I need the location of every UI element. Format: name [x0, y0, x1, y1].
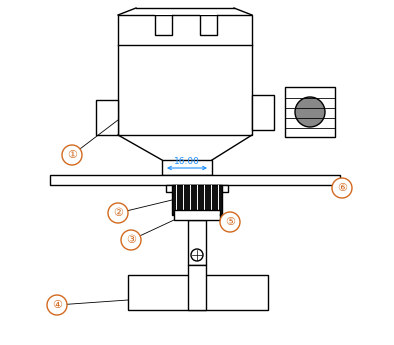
Text: ①: ① — [67, 150, 77, 160]
Text: ④: ④ — [52, 300, 62, 310]
Circle shape — [220, 212, 240, 232]
Bar — [162, 160, 212, 175]
Circle shape — [191, 249, 203, 261]
Bar — [285, 87, 335, 137]
Circle shape — [332, 178, 352, 198]
Bar — [166, 185, 228, 192]
Text: ⑤: ⑤ — [225, 217, 235, 227]
Circle shape — [295, 97, 325, 127]
Bar — [200, 13, 217, 15]
Bar — [50, 175, 340, 185]
Bar — [96, 100, 118, 135]
Bar — [252, 95, 274, 130]
Bar — [188, 265, 206, 310]
Circle shape — [62, 145, 82, 165]
Circle shape — [121, 230, 141, 250]
Text: ③: ③ — [126, 235, 136, 245]
Text: ②: ② — [113, 208, 123, 218]
Circle shape — [47, 295, 67, 315]
Bar — [172, 185, 222, 215]
Bar — [174, 210, 220, 220]
Bar — [118, 15, 252, 135]
Text: ⑥: ⑥ — [337, 183, 347, 193]
Bar — [128, 275, 268, 310]
Bar — [155, 15, 172, 35]
Polygon shape — [118, 135, 252, 160]
Bar — [155, 13, 172, 15]
Bar — [188, 220, 206, 265]
Circle shape — [108, 203, 128, 223]
Text: 16.00: 16.00 — [174, 157, 200, 166]
Bar — [200, 15, 217, 35]
